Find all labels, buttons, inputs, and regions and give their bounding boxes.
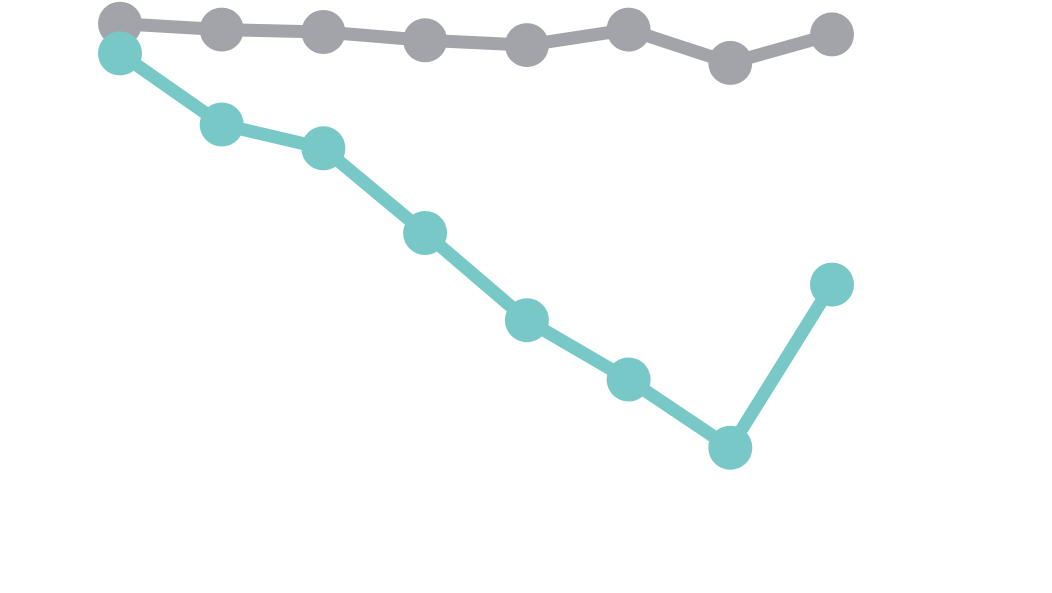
series-1-point-8[interactable]: [810, 12, 854, 57]
series-1-point-7[interactable]: [708, 40, 753, 85]
series-1-point-4[interactable]: [403, 18, 448, 63]
series-1-point-6[interactable]: [606, 7, 651, 52]
series-2-point-4[interactable]: [403, 211, 448, 255]
series-1-point-5[interactable]: [504, 23, 549, 68]
series-2-point-2[interactable]: [199, 102, 244, 147]
series-1: [98, 1, 854, 85]
series-2-point-5[interactable]: [504, 298, 549, 343]
series-2-point-7[interactable]: [708, 425, 753, 470]
series-2-point-8[interactable]: [810, 262, 854, 307]
series-2-point-6[interactable]: [606, 357, 651, 402]
series-layer: [98, 1, 854, 470]
series-1-point-3[interactable]: [301, 10, 346, 54]
series-2: [98, 31, 854, 470]
series-2-point-3[interactable]: [301, 126, 346, 171]
series-1-point-2[interactable]: [199, 7, 244, 52]
series-2-point-1[interactable]: [98, 31, 142, 76]
